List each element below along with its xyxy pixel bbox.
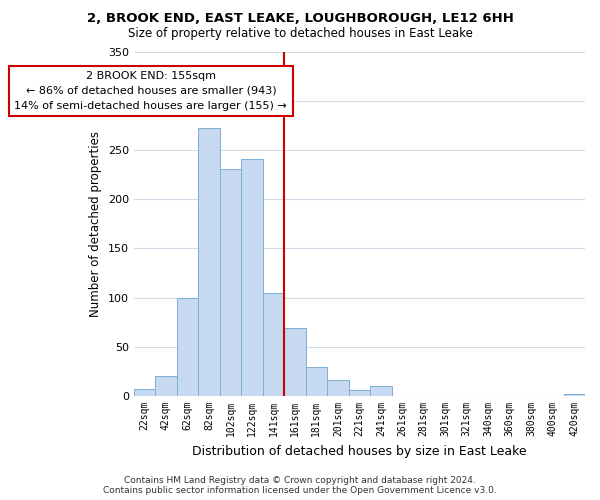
Bar [349,390,370,396]
Text: 2, BROOK END, EAST LEAKE, LOUGHBOROUGH, LE12 6HH: 2, BROOK END, EAST LEAKE, LOUGHBOROUGH, … [86,12,514,26]
Bar [241,159,263,396]
Text: 2 BROOK END: 155sqm
← 86% of detached houses are smaller (943)
14% of semi-detac: 2 BROOK END: 155sqm ← 86% of detached ho… [14,71,287,111]
Bar [563,394,585,396]
Bar [284,328,305,396]
Bar [370,386,392,396]
X-axis label: Distribution of detached houses by size in East Leake: Distribution of detached houses by size … [192,444,527,458]
Bar [198,128,220,396]
Bar [176,298,198,396]
Bar [327,380,349,396]
Bar [134,389,155,396]
Bar [155,376,176,396]
Text: Contains public sector information licensed under the Open Government Licence v3: Contains public sector information licen… [103,486,497,495]
Text: Size of property relative to detached houses in East Leake: Size of property relative to detached ho… [128,28,472,40]
Text: Contains HM Land Registry data © Crown copyright and database right 2024.: Contains HM Land Registry data © Crown c… [124,476,476,485]
Bar [305,366,327,396]
Y-axis label: Number of detached properties: Number of detached properties [89,131,102,317]
Bar [263,292,284,396]
Bar [220,168,241,396]
